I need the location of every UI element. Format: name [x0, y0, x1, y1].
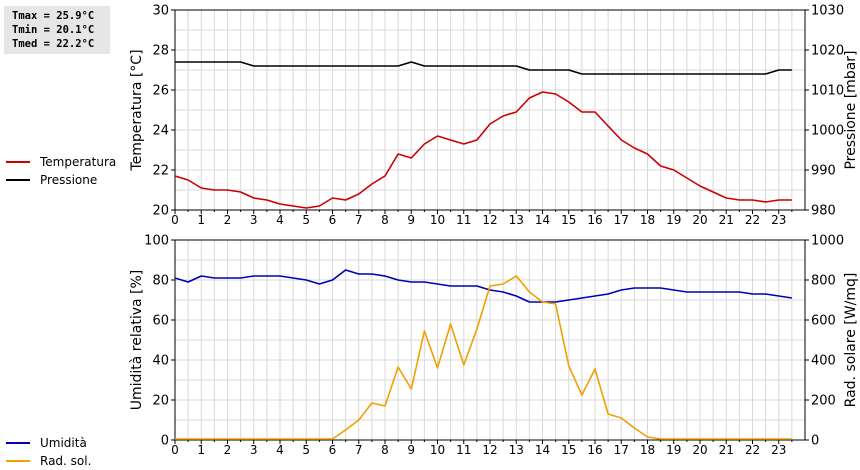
y-left-tick-label: 0 [161, 434, 169, 449]
y-left-tick-label: 40 [152, 354, 169, 369]
x-tick-label: 17 [614, 443, 629, 457]
y-left-axis-label: Umidità relativa [%] [129, 270, 145, 411]
x-tick-label: 6 [329, 213, 337, 227]
x-tick-label: 7 [355, 213, 363, 227]
legend-label-temperature: Temperatura [40, 155, 117, 169]
series-line-rad-sol [175, 275, 792, 440]
stat-tmax: Tmax = 25.9°C [12, 10, 95, 22]
y-right-tick-label: 1010 [811, 84, 844, 99]
x-tick-label: 0 [171, 443, 179, 457]
stats-box: Tmax = 25.9°C Tmin = 20.1°C Tmed = 22.2°… [4, 6, 110, 54]
x-tick-label: 5 [302, 443, 310, 457]
x-tick-label: 2 [224, 213, 232, 227]
x-tick-label: 10 [430, 213, 445, 227]
x-tick-label: 4 [276, 213, 284, 227]
x-tick-label: 20 [692, 213, 707, 227]
x-tick-label: 14 [535, 443, 550, 457]
x-tick-label: 10 [430, 443, 445, 457]
x-tick-label: 0 [171, 213, 179, 227]
x-tick-label: 16 [587, 213, 602, 227]
x-tick-label: 23 [771, 443, 786, 457]
y-right-tick-label: 600 [811, 314, 836, 329]
x-tick-label: 4 [276, 443, 284, 457]
x-tick-label: 12 [482, 213, 497, 227]
y-right-tick-label: 800 [811, 274, 836, 289]
y-right-axis-label: Rad. solare [W/mq] [843, 273, 859, 408]
chart-1: 0 1 2 3 4 5 6 7 8 9 10 11 12 13 14 15 16 17 18 19 20 21 22 2302… [129, 234, 859, 458]
x-tick-label: 11 [456, 443, 471, 457]
y-right-tick-label: 1000 [811, 124, 844, 139]
y-right-tick-label: 980 [811, 204, 836, 219]
y-left-tick-label: 28 [152, 44, 169, 59]
chart-0: 0 1 2 3 4 5 6 7 8 9 10 11 12 13 14 15 16 17 18 19 20 21 22 2320… [129, 4, 859, 228]
x-tick-label: 3 [250, 443, 258, 457]
x-tick-label: 9 [407, 213, 415, 227]
x-tick-label: 9 [407, 443, 415, 457]
x-tick-label: 23 [771, 213, 786, 227]
y-left-tick-label: 80 [152, 274, 169, 289]
charts-canvas: 0 1 2 3 4 5 6 7 8 9 10 11 12 13 14 15 16 17 18 19 20 21 22 2320… [129, 4, 859, 458]
x-tick-label: 21 [719, 443, 734, 457]
legend-label-humidity: Umidità [40, 436, 87, 450]
y-left-tick-label: 20 [152, 394, 169, 409]
series-line-temperatura [174, 91, 792, 209]
x-tick-label: 1 [197, 443, 205, 457]
x-tick-label: 13 [509, 213, 524, 227]
x-tick-label: 22 [745, 213, 760, 227]
x-tick-label: 16 [587, 443, 602, 457]
x-tick-label: 15 [561, 213, 576, 227]
x-tick-label: 8 [381, 213, 389, 227]
y-left-tick-label: 24 [152, 124, 169, 139]
y-right-axis-label: Pressione [mbar] [843, 50, 859, 169]
legend-swatch-humidity [6, 442, 30, 444]
x-tick-label: 18 [640, 443, 655, 457]
legend-item-temperature: Temperatura [6, 153, 116, 171]
x-tick-label: 5 [302, 213, 310, 227]
legend-item-pressure: Pressione [6, 171, 116, 189]
x-tick-label: 21 [719, 213, 734, 227]
x-tick-label: 3 [250, 213, 258, 227]
y-right-tick-label: 200 [811, 394, 836, 409]
y-left-tick-label: 20 [152, 204, 169, 219]
y-right-tick-label: 0 [811, 434, 819, 449]
legend-top: Temperatura Pressione [6, 153, 116, 189]
x-tick-label: 11 [456, 213, 471, 227]
y-left-tick-label: 100 [144, 234, 169, 249]
legend-swatch-temperature [6, 161, 30, 163]
legend-item-humidity: Umidità [6, 434, 91, 452]
x-tick-label: 1 [197, 213, 205, 227]
y-left-tick-label: 60 [152, 314, 169, 329]
x-tick-label: 19 [666, 443, 681, 457]
x-tick-label: 18 [640, 213, 655, 227]
legend-label-pressure: Pressione [40, 173, 98, 187]
x-tick-label: 15 [561, 443, 576, 457]
stat-tmin: Tmin = 20.1°C [12, 24, 95, 36]
x-tick-label: 8 [381, 443, 389, 457]
x-tick-label: 12 [482, 443, 497, 457]
x-tick-label: 13 [509, 443, 524, 457]
stat-tmed: Tmed = 22.2°C [12, 38, 95, 50]
x-tick-label: 19 [666, 213, 681, 227]
y-right-tick-label: 1000 [811, 234, 844, 249]
y-right-tick-label: 400 [811, 354, 836, 369]
y-right-tick-label: 1020 [811, 44, 844, 59]
x-tick-label: 6 [329, 443, 337, 457]
x-tick-label: 17 [614, 213, 629, 227]
x-tick-label: 2 [224, 443, 232, 457]
x-tick-label: 7 [355, 443, 363, 457]
y-left-tick-label: 26 [152, 84, 169, 99]
series-line-pressione [175, 61, 792, 75]
x-tick-label: 22 [745, 443, 760, 457]
legend-swatch-pressure [6, 179, 30, 181]
y-left-axis-label: Temperatura [°C] [129, 49, 145, 171]
y-left-tick-label: 30 [152, 4, 169, 19]
legend-swatch-radiation [6, 460, 30, 462]
x-tick-label: 20 [692, 443, 707, 457]
y-right-tick-label: 990 [811, 164, 836, 179]
y-right-tick-label: 1030 [811, 4, 844, 19]
y-left-tick-label: 22 [152, 164, 169, 179]
series-line-umidit [174, 269, 793, 303]
x-tick-label: 14 [535, 213, 550, 227]
